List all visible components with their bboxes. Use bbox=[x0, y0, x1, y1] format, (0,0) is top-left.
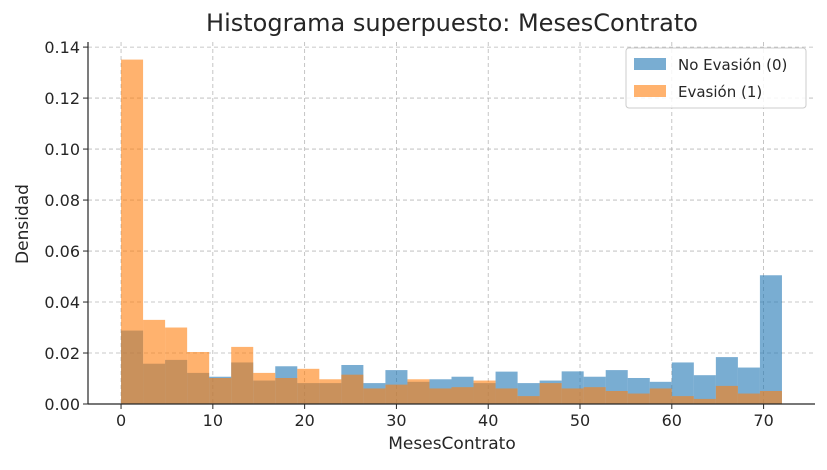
legend-frame bbox=[625, 47, 807, 109]
y-tick-label-7: 0.14 bbox=[44, 38, 80, 57]
axes-layer bbox=[87, 42, 815, 405]
x-tick-label-5: 50 bbox=[570, 411, 590, 430]
y-axis-label: Densidad bbox=[13, 184, 33, 264]
series-1-bar-5 bbox=[231, 346, 254, 404]
x-tick-label-4: 40 bbox=[478, 411, 498, 430]
y-tick-label-5: 0.10 bbox=[44, 140, 80, 159]
y-tick-label-3: 0.06 bbox=[44, 242, 80, 261]
series-1-bar-1 bbox=[143, 319, 166, 404]
bars-layer bbox=[121, 59, 782, 404]
series-1-bar-16 bbox=[473, 380, 496, 404]
series-1-bar-25 bbox=[671, 396, 694, 404]
series-1-bar-26 bbox=[693, 398, 716, 404]
legend-swatch-evasion bbox=[634, 85, 666, 97]
series-1-bar-2 bbox=[165, 327, 188, 404]
series-1-bars bbox=[121, 59, 782, 404]
series-1-bar-28 bbox=[737, 393, 760, 404]
series-1-bar-13 bbox=[407, 379, 430, 404]
series-1-bar-29 bbox=[759, 390, 782, 404]
series-1-bar-7 bbox=[275, 377, 298, 404]
x-axis-label: MesesContrato bbox=[388, 434, 515, 454]
ticks-layer: 0 10 20 30 40 50 60 70 0.00 0.02 0.04 0.06 0.08 0.10 0… bbox=[44, 38, 773, 430]
series-1-bar-14 bbox=[429, 388, 452, 404]
series-1-bar-19 bbox=[539, 383, 562, 404]
legend-label-no-evasion: No Evasión (0) bbox=[678, 56, 787, 74]
series-1-bar-3 bbox=[187, 351, 210, 404]
series-1-bar-24 bbox=[649, 388, 672, 404]
y-tick-label-2: 0.04 bbox=[44, 293, 80, 312]
series-1-bar-23 bbox=[627, 393, 650, 404]
x-tick-label-6: 60 bbox=[662, 411, 682, 430]
series-1-bar-4 bbox=[209, 377, 232, 404]
series-0-bar-26 bbox=[693, 375, 716, 404]
x-tick-label-0: 0 bbox=[116, 411, 126, 430]
series-1-bar-0 bbox=[121, 59, 144, 404]
series-1-bar-10 bbox=[341, 374, 364, 404]
x-tick-label-3: 30 bbox=[386, 411, 406, 430]
series-1-bar-11 bbox=[363, 388, 386, 404]
series-1-bar-6 bbox=[253, 372, 276, 404]
series-1-bar-9 bbox=[319, 379, 342, 404]
series-1-bar-15 bbox=[451, 387, 474, 404]
series-1-bar-12 bbox=[385, 384, 408, 404]
x-tick-label-1: 10 bbox=[203, 411, 223, 430]
series-1-bar-22 bbox=[605, 390, 628, 404]
series-1-bar-21 bbox=[583, 387, 606, 404]
y-tick-label-1: 0.02 bbox=[44, 344, 80, 363]
series-1-bar-18 bbox=[517, 396, 540, 404]
series-0-bar-25 bbox=[671, 362, 694, 404]
legend: No Evasión (0) Evasión (1) bbox=[625, 47, 807, 109]
y-tick-label-0: 0.00 bbox=[44, 395, 80, 414]
x-tick-label-7: 70 bbox=[753, 411, 773, 430]
series-1-bar-17 bbox=[495, 388, 518, 404]
y-tick-label-6: 0.12 bbox=[44, 89, 80, 108]
x-tick-label-2: 20 bbox=[294, 411, 314, 430]
legend-swatch-no-evasion bbox=[634, 58, 666, 70]
chart-title: Histograma superpuesto: MesesContrato bbox=[206, 9, 698, 37]
series-1-bar-8 bbox=[297, 368, 320, 404]
series-0-bar-29 bbox=[759, 275, 782, 404]
legend-label-evasion: Evasión (1) bbox=[678, 83, 762, 101]
series-1-bar-20 bbox=[561, 388, 584, 404]
series-1-bar-27 bbox=[715, 385, 738, 404]
y-tick-label-4: 0.08 bbox=[44, 191, 80, 210]
